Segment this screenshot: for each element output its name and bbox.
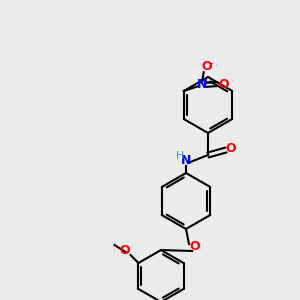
Text: O: O [190, 241, 200, 254]
Text: O: O [226, 142, 236, 154]
Text: O: O [119, 244, 130, 257]
Text: +: + [202, 76, 209, 85]
Text: O: O [201, 61, 212, 74]
Text: N: N [181, 154, 191, 167]
Text: N: N [196, 79, 207, 92]
Text: H: H [176, 151, 184, 161]
Text: O: O [218, 77, 229, 91]
Text: -: - [210, 58, 214, 68]
